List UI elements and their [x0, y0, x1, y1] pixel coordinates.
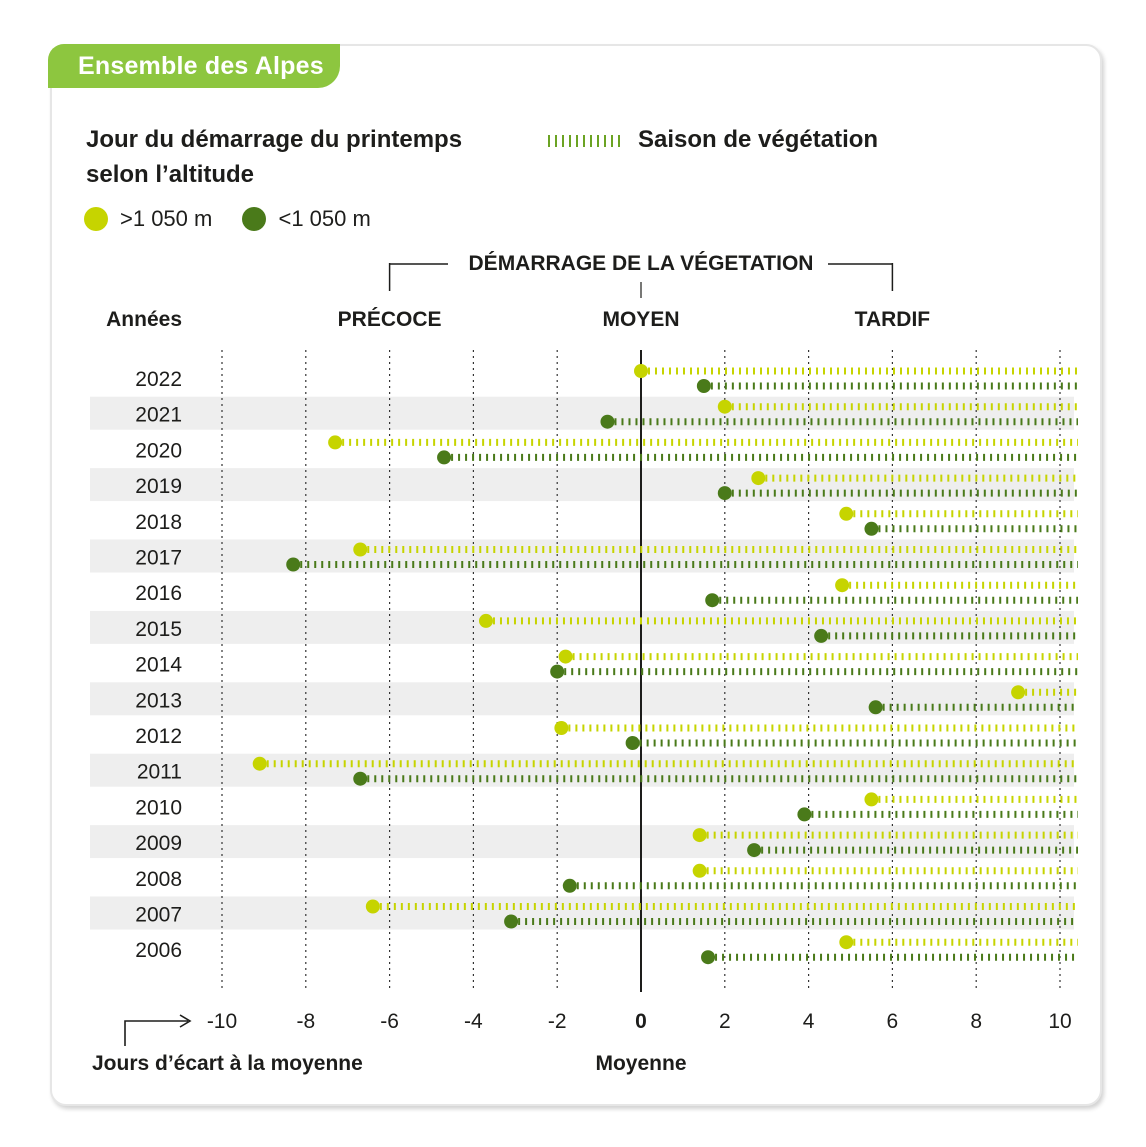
- chart-title: Jour du démarrage du printemps selon l’a…: [86, 122, 462, 192]
- x-tick-label: -4: [464, 1010, 483, 1033]
- data-point-low: [286, 557, 301, 572]
- x-tick-label: -10: [207, 1010, 237, 1033]
- season-legend-label: Saison de végétation: [638, 126, 879, 153]
- row-band: [90, 468, 1074, 502]
- year-label: 2017: [135, 547, 182, 570]
- year-label: 2021: [135, 404, 182, 427]
- category-label: TARDIF: [855, 308, 931, 331]
- axis-arrow-head-icon: [179, 1014, 192, 1028]
- altitude-legend: >1 050 m <1 050 m: [84, 204, 395, 239]
- x-tick-label: 4: [803, 1010, 815, 1033]
- legend-label-high: >1 050 m: [120, 206, 213, 231]
- data-point-high: [839, 935, 854, 950]
- region-tag: Ensemble des Alpes: [48, 44, 340, 88]
- chart-title-line1: Jour du démarrage du printemps: [86, 126, 463, 153]
- chart-title-line2: selon l’altitude: [86, 161, 255, 188]
- row-band: [90, 396, 1074, 430]
- data-point-low: [600, 414, 615, 429]
- year-label: 2019: [135, 475, 182, 498]
- data-point-low: [814, 628, 829, 643]
- data-point-high: [365, 899, 380, 914]
- row-header-years: Années: [106, 308, 182, 331]
- season-legend: Saison de végétation: [548, 122, 878, 157]
- year-label: 2015: [135, 618, 182, 641]
- data-point-low: [868, 700, 883, 715]
- legend-dot-low-icon: [242, 207, 267, 231]
- legend-label-low: <1 050 m: [278, 206, 371, 231]
- data-point-high: [835, 578, 850, 593]
- year-label: 2011: [137, 761, 182, 784]
- data-point-high: [692, 828, 707, 843]
- data-point-low: [747, 843, 762, 858]
- data-point-low: [504, 914, 519, 929]
- data-point-low: [353, 771, 368, 786]
- year-label: 2022: [135, 368, 182, 391]
- axis-arrow-line: [124, 1020, 188, 1046]
- data-point-low: [717, 486, 732, 501]
- year-label: 2010: [135, 796, 182, 819]
- legend-dot-high-icon: [84, 207, 108, 231]
- data-point-high: [839, 506, 854, 521]
- data-point-high: [252, 756, 267, 771]
- x-axis-title: Jours d’écart à la moyenne: [92, 1052, 363, 1075]
- x-tick-label: 8: [970, 1010, 982, 1033]
- data-point-high: [328, 435, 343, 450]
- data-point-low: [701, 950, 716, 965]
- legend-item-low: <1 050 m: [242, 204, 371, 234]
- x-tick-label: -6: [380, 1010, 399, 1033]
- year-label: 2013: [135, 689, 182, 712]
- year-label: 2009: [135, 832, 182, 855]
- row-band: [90, 753, 1074, 787]
- legend-item-high: >1 050 m: [84, 204, 212, 234]
- chart-header-title: DÉMARRAGE DE LA VÉGETATION: [469, 252, 814, 275]
- season-dotted-line-sample: [548, 134, 620, 147]
- year-label: 2020: [135, 439, 182, 462]
- year-label: 2016: [135, 582, 182, 605]
- data-point-low: [562, 878, 577, 893]
- category-label: PRÉCOCE: [338, 308, 442, 331]
- category-label: MOYEN: [602, 308, 679, 331]
- data-point-low: [797, 807, 812, 822]
- data-point-low: [696, 379, 711, 393]
- data-point-high: [353, 542, 368, 557]
- data-point-low: [705, 593, 720, 608]
- data-point-high: [478, 613, 493, 628]
- year-label: 2018: [135, 511, 182, 534]
- year-label: 2006: [135, 939, 182, 962]
- data-point-low: [864, 521, 879, 536]
- row-band: [90, 825, 1074, 859]
- year-label: 2007: [135, 904, 182, 927]
- data-point-high: [554, 721, 569, 735]
- x-tick-label: 6: [887, 1010, 899, 1033]
- year-label: 2012: [135, 725, 182, 748]
- data-point-low: [437, 450, 452, 465]
- row-band: [90, 682, 1074, 716]
- data-point-high: [751, 471, 766, 486]
- data-point-high: [634, 364, 648, 378]
- x-tick-label: -8: [296, 1010, 315, 1033]
- row-band: [90, 610, 1074, 644]
- x-tick-label: -2: [548, 1010, 567, 1033]
- x-tick-label: 2: [719, 1010, 731, 1033]
- year-label: 2014: [135, 654, 182, 677]
- data-point-high: [558, 649, 573, 664]
- data-point-high: [692, 863, 707, 878]
- data-point-high: [717, 399, 732, 414]
- data-point-low: [625, 736, 640, 750]
- data-point-high: [864, 792, 879, 807]
- data-point-high: [1011, 685, 1026, 700]
- zero-label: Moyenne: [595, 1052, 686, 1075]
- data-point-low: [550, 664, 565, 679]
- x-tick-label: 10: [1048, 1010, 1071, 1033]
- year-label: 2008: [135, 868, 182, 891]
- x-tick-label: 0: [635, 1010, 647, 1033]
